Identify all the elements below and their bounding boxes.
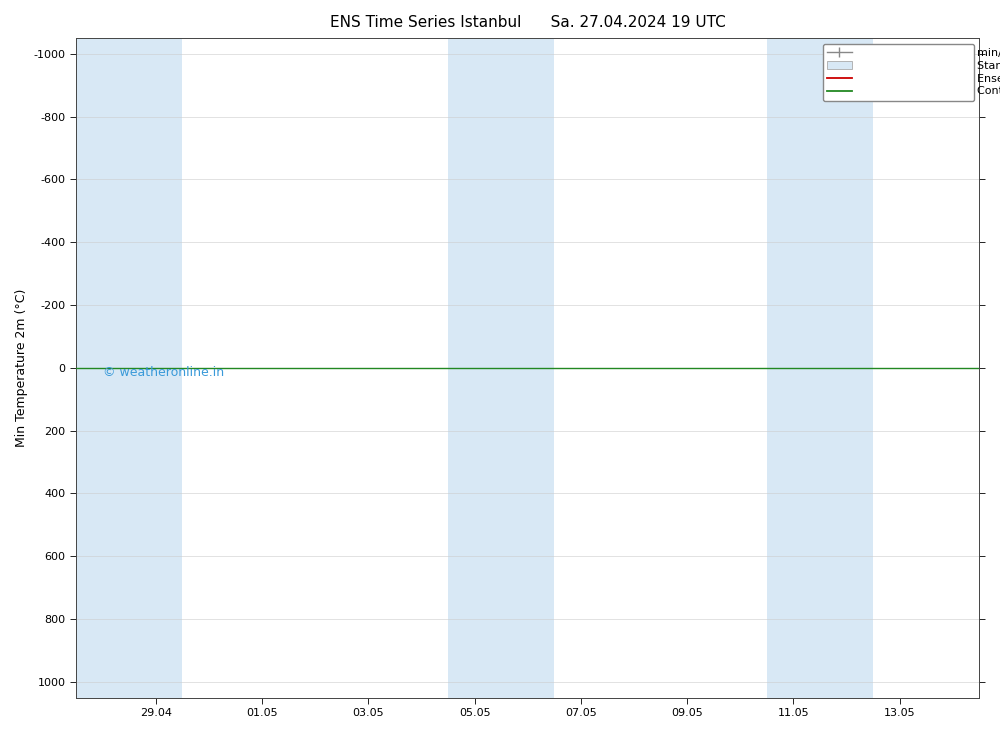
Y-axis label: Min Temperature 2m (°C): Min Temperature 2m (°C) [15,289,28,447]
Title: ENS Time Series Istanbul      Sa. 27.04.2024 19 UTC: ENS Time Series Istanbul Sa. 27.04.2024 … [330,15,726,30]
Bar [448,38,554,698]
Bar [76,38,182,698]
Bar [767,38,873,698]
Legend: min/max, Standard deviation, Ensemble mean run, Controll run: min/max, Standard deviation, Ensemble me… [823,44,974,101]
Text: © weatheronline.in: © weatheronline.in [103,366,224,379]
